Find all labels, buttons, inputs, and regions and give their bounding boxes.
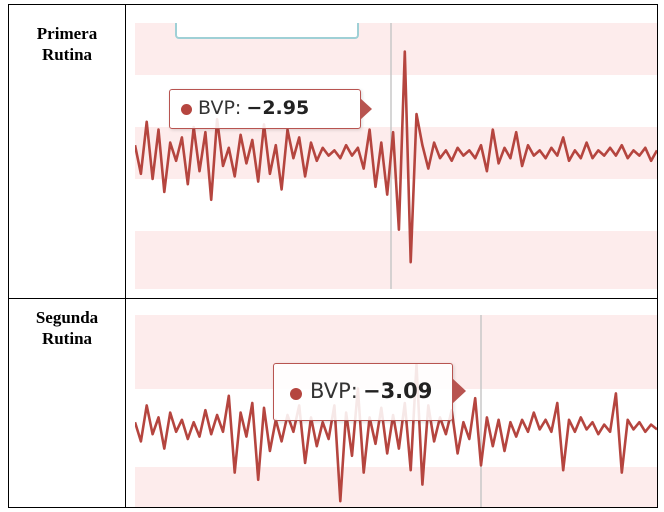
row-label-primera-rutina: Primera Rutina bbox=[9, 23, 125, 65]
plot-band bbox=[135, 467, 657, 507]
tooltip-series-label: BVP: bbox=[198, 97, 242, 119]
tooltip-series-label: BVP: bbox=[310, 379, 358, 403]
bvp-tooltip: BVP: −3.09 bbox=[273, 363, 466, 421]
bvp-series-line bbox=[135, 50, 657, 264]
bvp-chart-segunda[interactable]: BVP: −3.09 bbox=[135, 315, 657, 507]
line-chart-svg bbox=[135, 23, 657, 289]
row-label-line2: Rutina bbox=[41, 45, 93, 64]
bvp-tooltip: BVP: −2.95 bbox=[169, 89, 372, 129]
row-label-line1: Primera bbox=[36, 24, 98, 43]
tooltip-value: −2.95 bbox=[246, 97, 310, 119]
row-label-line1: Segunda bbox=[35, 308, 99, 327]
row-label-segunda-rutina: Segunda Rutina bbox=[9, 307, 125, 349]
row-label-line2: Rutina bbox=[41, 329, 93, 348]
tooltip-value: −3.09 bbox=[362, 379, 433, 403]
tooltip-pointer bbox=[360, 98, 372, 120]
plot-band bbox=[135, 231, 657, 289]
bvp-series-line bbox=[135, 363, 657, 503]
routines-table: Primera Rutina BVP: −2.95 Segunda Rutina… bbox=[8, 4, 658, 508]
previous-tooltip-fragment bbox=[175, 23, 359, 39]
bvp-chart-primera[interactable]: BVP: −2.95 bbox=[135, 23, 657, 289]
row-divider bbox=[9, 298, 657, 299]
series-dot-icon bbox=[181, 104, 192, 115]
tooltip-pointer bbox=[452, 378, 466, 404]
column-divider bbox=[125, 5, 126, 507]
series-dot-icon bbox=[290, 387, 302, 400]
